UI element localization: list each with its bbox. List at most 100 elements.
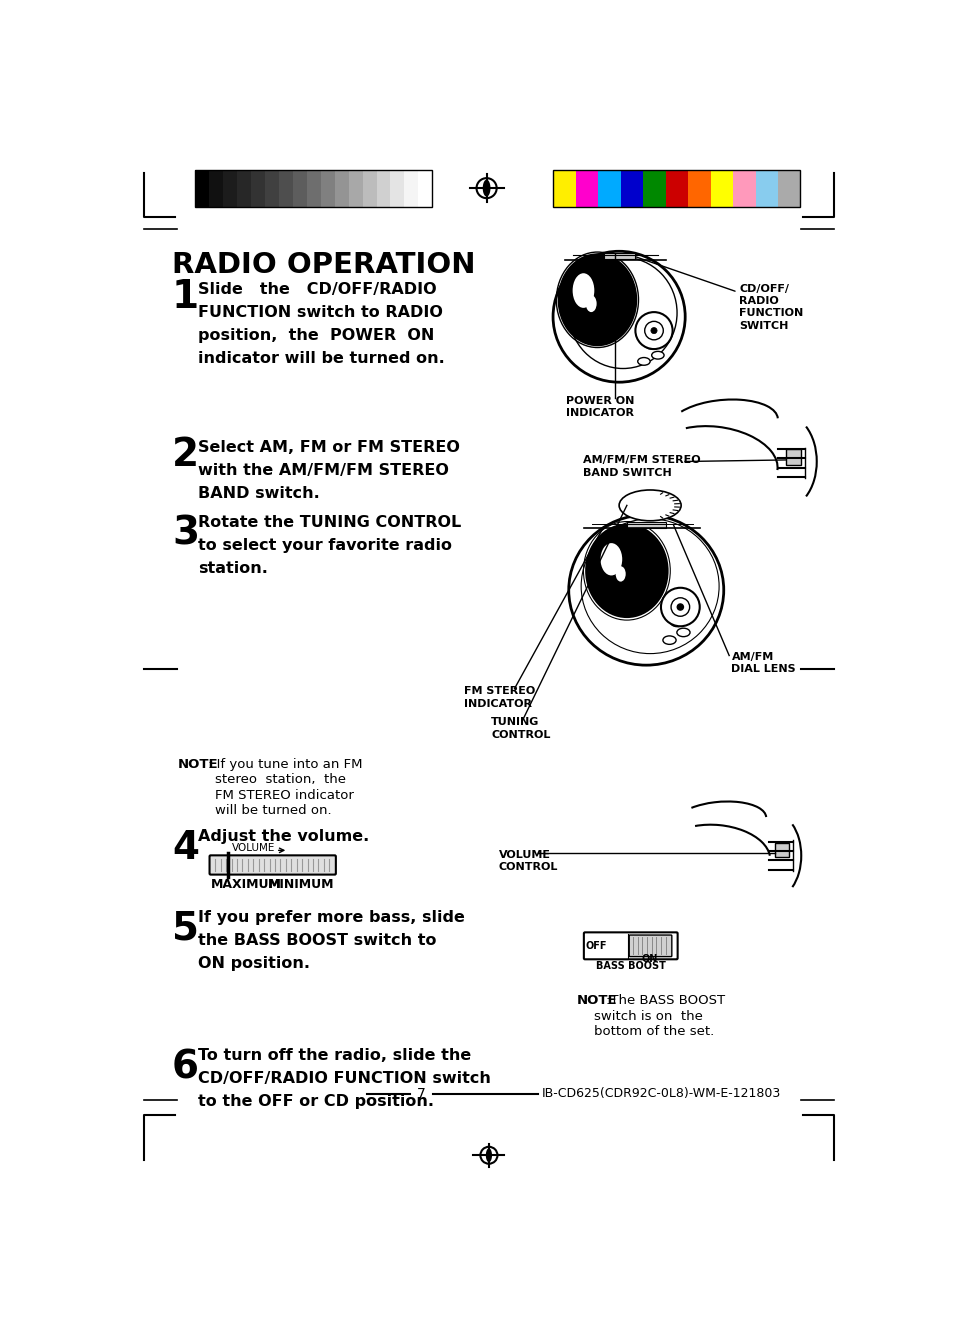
Text: OFF: OFF	[584, 941, 606, 951]
Text: BAND switch.: BAND switch.	[198, 486, 319, 500]
Circle shape	[670, 597, 689, 616]
Bar	[390, 169, 404, 207]
Text: will be turned on.: will be turned on.	[214, 804, 331, 817]
Bar	[687, 169, 710, 207]
Ellipse shape	[553, 252, 684, 383]
Text: 6: 6	[172, 1049, 199, 1086]
Text: 5: 5	[172, 910, 199, 948]
Ellipse shape	[653, 335, 665, 342]
Bar	[575, 169, 598, 207]
Bar	[251, 169, 265, 207]
FancyBboxPatch shape	[210, 855, 335, 875]
Text: NOTE: NOTE	[178, 757, 218, 771]
Bar	[376, 169, 390, 207]
Bar	[265, 169, 278, 207]
Text: VOLUME
CONTROL: VOLUME CONTROL	[498, 850, 558, 873]
Text: If you prefer more bass, slide: If you prefer more bass, slide	[198, 910, 465, 924]
Text: the BASS BOOST switch to: the BASS BOOST switch to	[198, 932, 436, 948]
Text: Slide   the   CD/OFF/RADIO: Slide the CD/OFF/RADIO	[198, 282, 436, 297]
Text: FM STEREO
INDICATOR: FM STEREO INDICATOR	[464, 686, 535, 708]
Text: with the AM/FM/FM STEREO: with the AM/FM/FM STEREO	[198, 463, 449, 478]
Text: IB-CD625(CDR92C-0L8)-WM-E-121803: IB-CD625(CDR92C-0L8)-WM-E-121803	[541, 1087, 781, 1100]
Ellipse shape	[651, 351, 663, 359]
Bar	[553, 169, 800, 207]
Bar	[778, 169, 800, 207]
Ellipse shape	[572, 273, 594, 308]
Ellipse shape	[676, 628, 689, 637]
Bar	[603, 253, 634, 260]
Text: FM STEREO indicator: FM STEREO indicator	[214, 789, 353, 802]
Text: FUNCTION switch to RADIO: FUNCTION switch to RADIO	[198, 305, 443, 320]
Bar	[209, 169, 223, 207]
Text: ON position.: ON position.	[198, 956, 310, 970]
Bar	[293, 169, 307, 207]
Ellipse shape	[599, 543, 621, 576]
Text: 7: 7	[416, 1087, 425, 1100]
Bar	[626, 522, 665, 528]
Ellipse shape	[585, 295, 596, 312]
Bar	[236, 169, 251, 207]
Text: RADIO OPERATION: RADIO OPERATION	[172, 252, 475, 279]
Bar	[195, 169, 209, 207]
Bar	[223, 169, 236, 207]
Text: to select your favorite radio: to select your favorite radio	[198, 538, 452, 552]
Bar	[774, 843, 788, 857]
Circle shape	[650, 327, 657, 334]
Bar	[278, 169, 293, 207]
Ellipse shape	[637, 357, 649, 365]
Text: MAXIMUM: MAXIMUM	[211, 878, 281, 891]
Ellipse shape	[670, 618, 683, 626]
Bar	[362, 169, 376, 207]
Text: ON: ON	[641, 955, 658, 964]
Ellipse shape	[568, 515, 723, 665]
Text: POWER ON
INDICATOR: POWER ON INDICATOR	[565, 396, 634, 417]
Polygon shape	[485, 1148, 492, 1162]
Text: AM/FM/FM STEREO
BAND SWITCH: AM/FM/FM STEREO BAND SWITCH	[582, 455, 700, 478]
Circle shape	[660, 588, 699, 626]
Bar	[665, 169, 687, 207]
Text: position,  the  POWER  ON: position, the POWER ON	[198, 328, 435, 343]
Bar	[348, 169, 362, 207]
Circle shape	[677, 604, 682, 610]
Bar	[620, 169, 642, 207]
Text: CD/OFF/RADIO FUNCTION switch: CD/OFF/RADIO FUNCTION switch	[198, 1071, 491, 1086]
Text: Select AM, FM or FM STEREO: Select AM, FM or FM STEREO	[198, 440, 459, 455]
Polygon shape	[482, 180, 490, 196]
FancyBboxPatch shape	[629, 935, 671, 957]
Circle shape	[644, 322, 662, 340]
Text: MINIMUM: MINIMUM	[268, 878, 335, 891]
Bar	[404, 169, 418, 207]
Text: bottom of the set.: bottom of the set.	[593, 1025, 713, 1038]
FancyBboxPatch shape	[583, 932, 677, 960]
Bar	[335, 169, 348, 207]
Bar	[195, 169, 432, 207]
Bar	[418, 169, 432, 207]
Text: BASS BOOST: BASS BOOST	[596, 961, 665, 972]
Ellipse shape	[662, 636, 676, 645]
Text: station.: station.	[198, 561, 268, 576]
Text: 2: 2	[172, 436, 199, 474]
Ellipse shape	[580, 519, 719, 654]
Ellipse shape	[558, 254, 636, 346]
Bar	[320, 169, 335, 207]
Text: CD/OFF/
RADIO
FUNCTION
SWITCH: CD/OFF/ RADIO FUNCTION SWITCH	[739, 283, 802, 331]
Ellipse shape	[618, 490, 680, 520]
Text: Adjust the volume.: Adjust the volume.	[198, 829, 369, 843]
Text: 4: 4	[172, 829, 199, 867]
Text: 3: 3	[172, 515, 199, 552]
Bar	[553, 169, 575, 207]
Ellipse shape	[568, 257, 677, 368]
Ellipse shape	[585, 524, 667, 617]
Text: TUNING
CONTROL: TUNING CONTROL	[491, 718, 550, 740]
Text: AM/FM
DIAL LENS: AM/FM DIAL LENS	[731, 651, 796, 674]
Text: NOTE: NOTE	[576, 994, 617, 1008]
Text: to the OFF or CD position.: to the OFF or CD position.	[198, 1095, 434, 1110]
Bar	[785, 449, 801, 465]
Circle shape	[635, 312, 672, 350]
Text: VOLUME: VOLUME	[233, 843, 275, 854]
Text: 1: 1	[172, 278, 199, 316]
Bar	[307, 169, 320, 207]
Bar	[732, 169, 755, 207]
Ellipse shape	[645, 342, 658, 350]
Ellipse shape	[615, 567, 625, 581]
